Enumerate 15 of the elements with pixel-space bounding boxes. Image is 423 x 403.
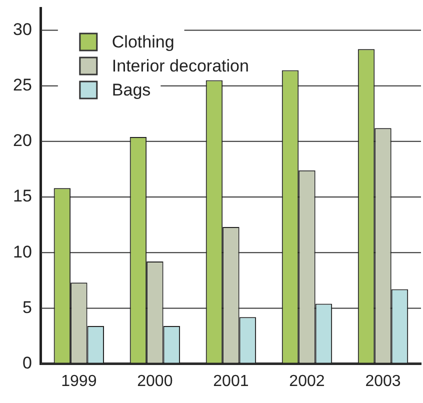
y-tick-label: 25	[12, 76, 32, 95]
y-tick-label: 30	[12, 20, 32, 39]
y-tick-label: 20	[12, 131, 32, 150]
legend-label: Bags	[112, 80, 151, 100]
x-tick-label: 2001	[213, 372, 249, 390]
y-tick-label: 0	[22, 353, 32, 372]
x-tick-label: 2000	[137, 372, 173, 390]
y-tick-label: 10	[12, 242, 32, 262]
x-tick-label: 1999	[61, 372, 97, 390]
x-tick-label: 2002	[289, 372, 325, 390]
y-tick-label: 15	[12, 186, 32, 206]
legend-label: Clothing	[112, 32, 174, 52]
legend-label: Interior decoration	[112, 56, 249, 76]
x-tick-label: 2003	[365, 372, 401, 390]
y-tick-label: 5	[22, 298, 32, 317]
